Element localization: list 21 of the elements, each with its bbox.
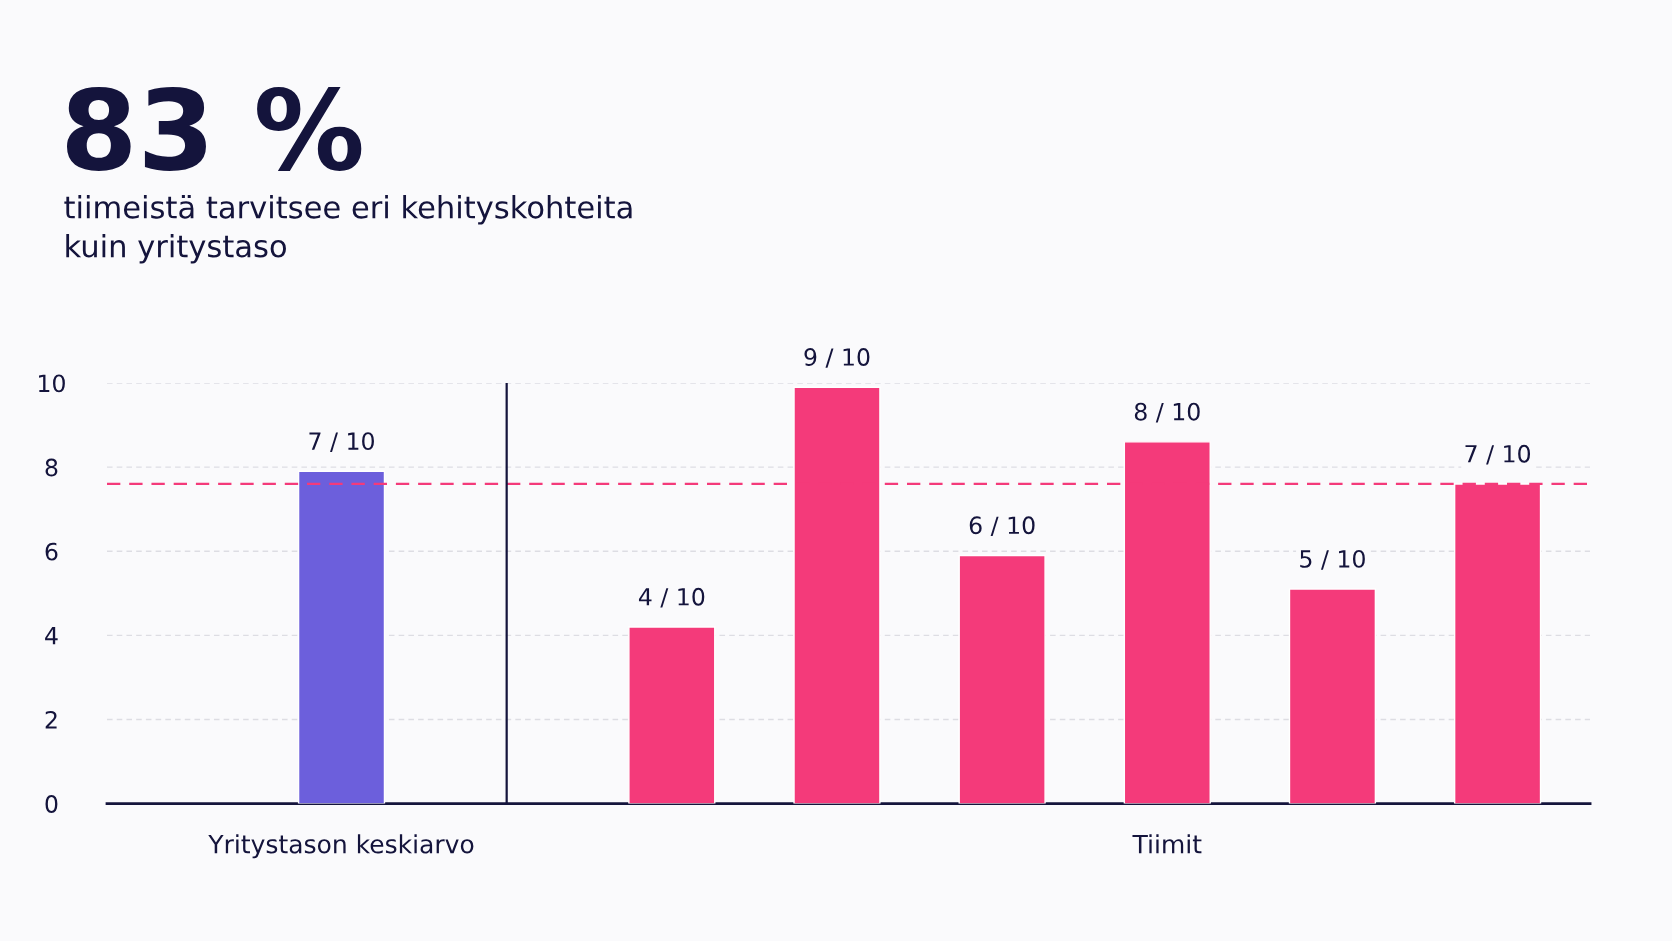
bar (297, 470, 386, 804)
chart-subtitle: tiimeistä tarvitsee eri kehityskohteita kuin yritystaso (64, 195, 632, 264)
x-tick-label: Tiimit (1132, 834, 1202, 854)
annotation: 7 / 10 (309, 432, 374, 452)
y-tick-label: 6 (45, 542, 58, 561)
bar (1288, 588, 1377, 804)
x-tick-label: Yritystason keskiarvo (208, 834, 474, 859)
bar (958, 554, 1046, 804)
annotation: 4 / 10 (638, 587, 705, 608)
annotation: 6 / 10 (969, 516, 1035, 537)
chart-title: 83 % (66, 86, 362, 171)
annotation: 5 / 10 (1300, 549, 1365, 570)
text: 9 / 10 (804, 348, 870, 368)
bar (628, 626, 716, 804)
annotation: 7 / 10 (1465, 444, 1531, 465)
annotation: 8 / 10 (1134, 402, 1200, 423)
y-tick-label: 0 (45, 795, 58, 813)
y-tick-label: 2 (45, 710, 57, 729)
y-tick-label: 4 (45, 627, 58, 645)
y-tick-label: 10 (39, 374, 65, 393)
y-tick-label: 8 (45, 458, 58, 477)
